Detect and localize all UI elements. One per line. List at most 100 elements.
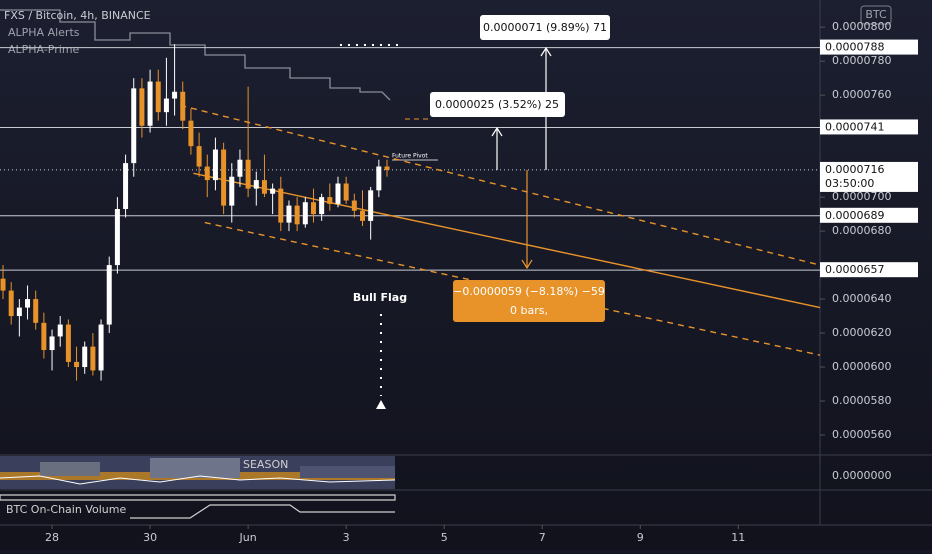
candle-body — [114, 209, 120, 266]
measure-label: 0.0000025 (3.52%) 25 — [435, 98, 559, 111]
candle-body — [351, 200, 357, 211]
measure-label: −0.0000059 (−8.18%) −59 — [453, 285, 605, 298]
candle-body — [212, 149, 218, 181]
candle-body — [204, 166, 210, 181]
measure-box — [480, 15, 610, 40]
pane-axis-label: 0.0000000 — [832, 469, 892, 482]
candle-body — [261, 180, 267, 194]
volume-pane-lines — [0, 494, 396, 519]
indicator-pane — [0, 456, 396, 489]
candle-body — [123, 163, 129, 210]
candle-body — [90, 346, 96, 371]
price-line-box — [820, 207, 918, 223]
x-tick-label: 30 — [143, 531, 157, 544]
price-line-label: 0.0000689 — [825, 209, 885, 222]
candle-body — [8, 290, 14, 317]
candle-body — [172, 91, 178, 99]
legend-indicator: ALPHA Alerts — [8, 26, 80, 39]
candle-body — [65, 324, 71, 362]
pane-text: SEASON — [243, 458, 288, 471]
candle-body — [188, 120, 194, 147]
candle-body — [376, 166, 382, 191]
candle-body — [41, 322, 47, 351]
candle-body — [155, 81, 161, 113]
candle-body — [278, 188, 284, 223]
x-tick-label: 9 — [637, 531, 644, 544]
candle-body — [237, 159, 243, 177]
y-tick-label: 0.0000600 — [832, 360, 892, 373]
candle-body — [180, 91, 186, 121]
candle-body — [98, 324, 104, 371]
price-line-countdown: 03:50:00 — [825, 177, 874, 190]
alpha-prime-line — [0, 9, 391, 101]
candle-body — [368, 190, 374, 221]
candle-body — [343, 183, 349, 201]
candle-body — [106, 265, 112, 325]
y-tick-label: 0.0000780 — [832, 54, 892, 67]
candle-body — [16, 307, 22, 317]
candle-body — [270, 188, 276, 194]
candle-body — [163, 98, 169, 113]
price-line-label: 0.0000741 — [825, 120, 885, 133]
y-tick-label: 0.0000680 — [832, 224, 892, 237]
candle-body — [286, 205, 292, 223]
price-line-label: 0.0000657 — [825, 263, 885, 276]
measure-arrows — [491, 46, 552, 270]
currency-button[interactable] — [860, 5, 892, 25]
candle-body — [245, 159, 251, 189]
pane-text: BTC On-Chain Volume — [6, 503, 126, 516]
candle-body — [74, 361, 80, 368]
candle-body — [196, 146, 202, 167]
x-tick-label: 5 — [441, 531, 448, 544]
candle-body — [327, 197, 333, 204]
candle-body — [302, 202, 308, 225]
candle-body — [0, 278, 6, 291]
bull-flag-arrow — [376, 400, 386, 409]
trend-line — [193, 172, 821, 309]
legend-indicator: ALPHA-Prime — [8, 43, 80, 56]
price-line-label: 0.0000716 — [825, 163, 885, 176]
candle-body — [359, 210, 365, 221]
measure-box — [430, 92, 565, 117]
candle-body — [294, 205, 300, 225]
candle-body — [49, 336, 55, 351]
x-tick-label: 7 — [539, 531, 546, 544]
x-tick-label: 11 — [731, 531, 745, 544]
measure-box — [453, 280, 605, 322]
currency-button-label[interactable]: BTC — [865, 8, 887, 21]
candle-body — [25, 299, 31, 308]
measure-bars: 0 bars, — [510, 304, 548, 317]
measure-label: 0.0000071 (9.89%) 71 — [483, 21, 607, 34]
price-line-box — [820, 39, 918, 55]
candle-body — [253, 180, 259, 189]
candle-body — [221, 149, 227, 206]
trend-line — [204, 221, 821, 356]
candle-body — [229, 176, 235, 206]
candle-body — [131, 88, 137, 164]
candle-body — [57, 324, 63, 337]
candle-body — [33, 299, 39, 323]
y-tick-label: 0.0000700 — [832, 190, 892, 203]
x-tick-label: Jun — [239, 531, 257, 544]
y-tick-label: 0.0000760 — [832, 88, 892, 101]
price-line-label: 0.0000788 — [825, 41, 885, 54]
price-line-box — [820, 161, 918, 192]
bull-flag-label: Bull Flag — [353, 291, 407, 304]
legend-title: FXS / Bitcoin, 4h, BINANCE — [4, 9, 151, 22]
candle-body — [335, 183, 341, 204]
y-tick-label: 0.0000580 — [832, 394, 892, 407]
candle-body — [310, 202, 316, 215]
y-tick-label: 0.0000800 — [832, 20, 892, 33]
price-line-box — [820, 119, 918, 135]
candle-body — [319, 197, 325, 215]
x-tick-label: 3 — [343, 531, 350, 544]
candle-body — [147, 81, 153, 126]
candle-body — [82, 346, 88, 368]
candle-body — [139, 88, 145, 126]
y-tick-label: 0.0000560 — [832, 428, 892, 441]
candle-body — [384, 166, 390, 170]
future-pivot-label: Future Pivot — [392, 153, 428, 160]
y-tick-label: 0.0000620 — [832, 326, 892, 339]
y-tick-label: 0.0000640 — [832, 292, 892, 305]
